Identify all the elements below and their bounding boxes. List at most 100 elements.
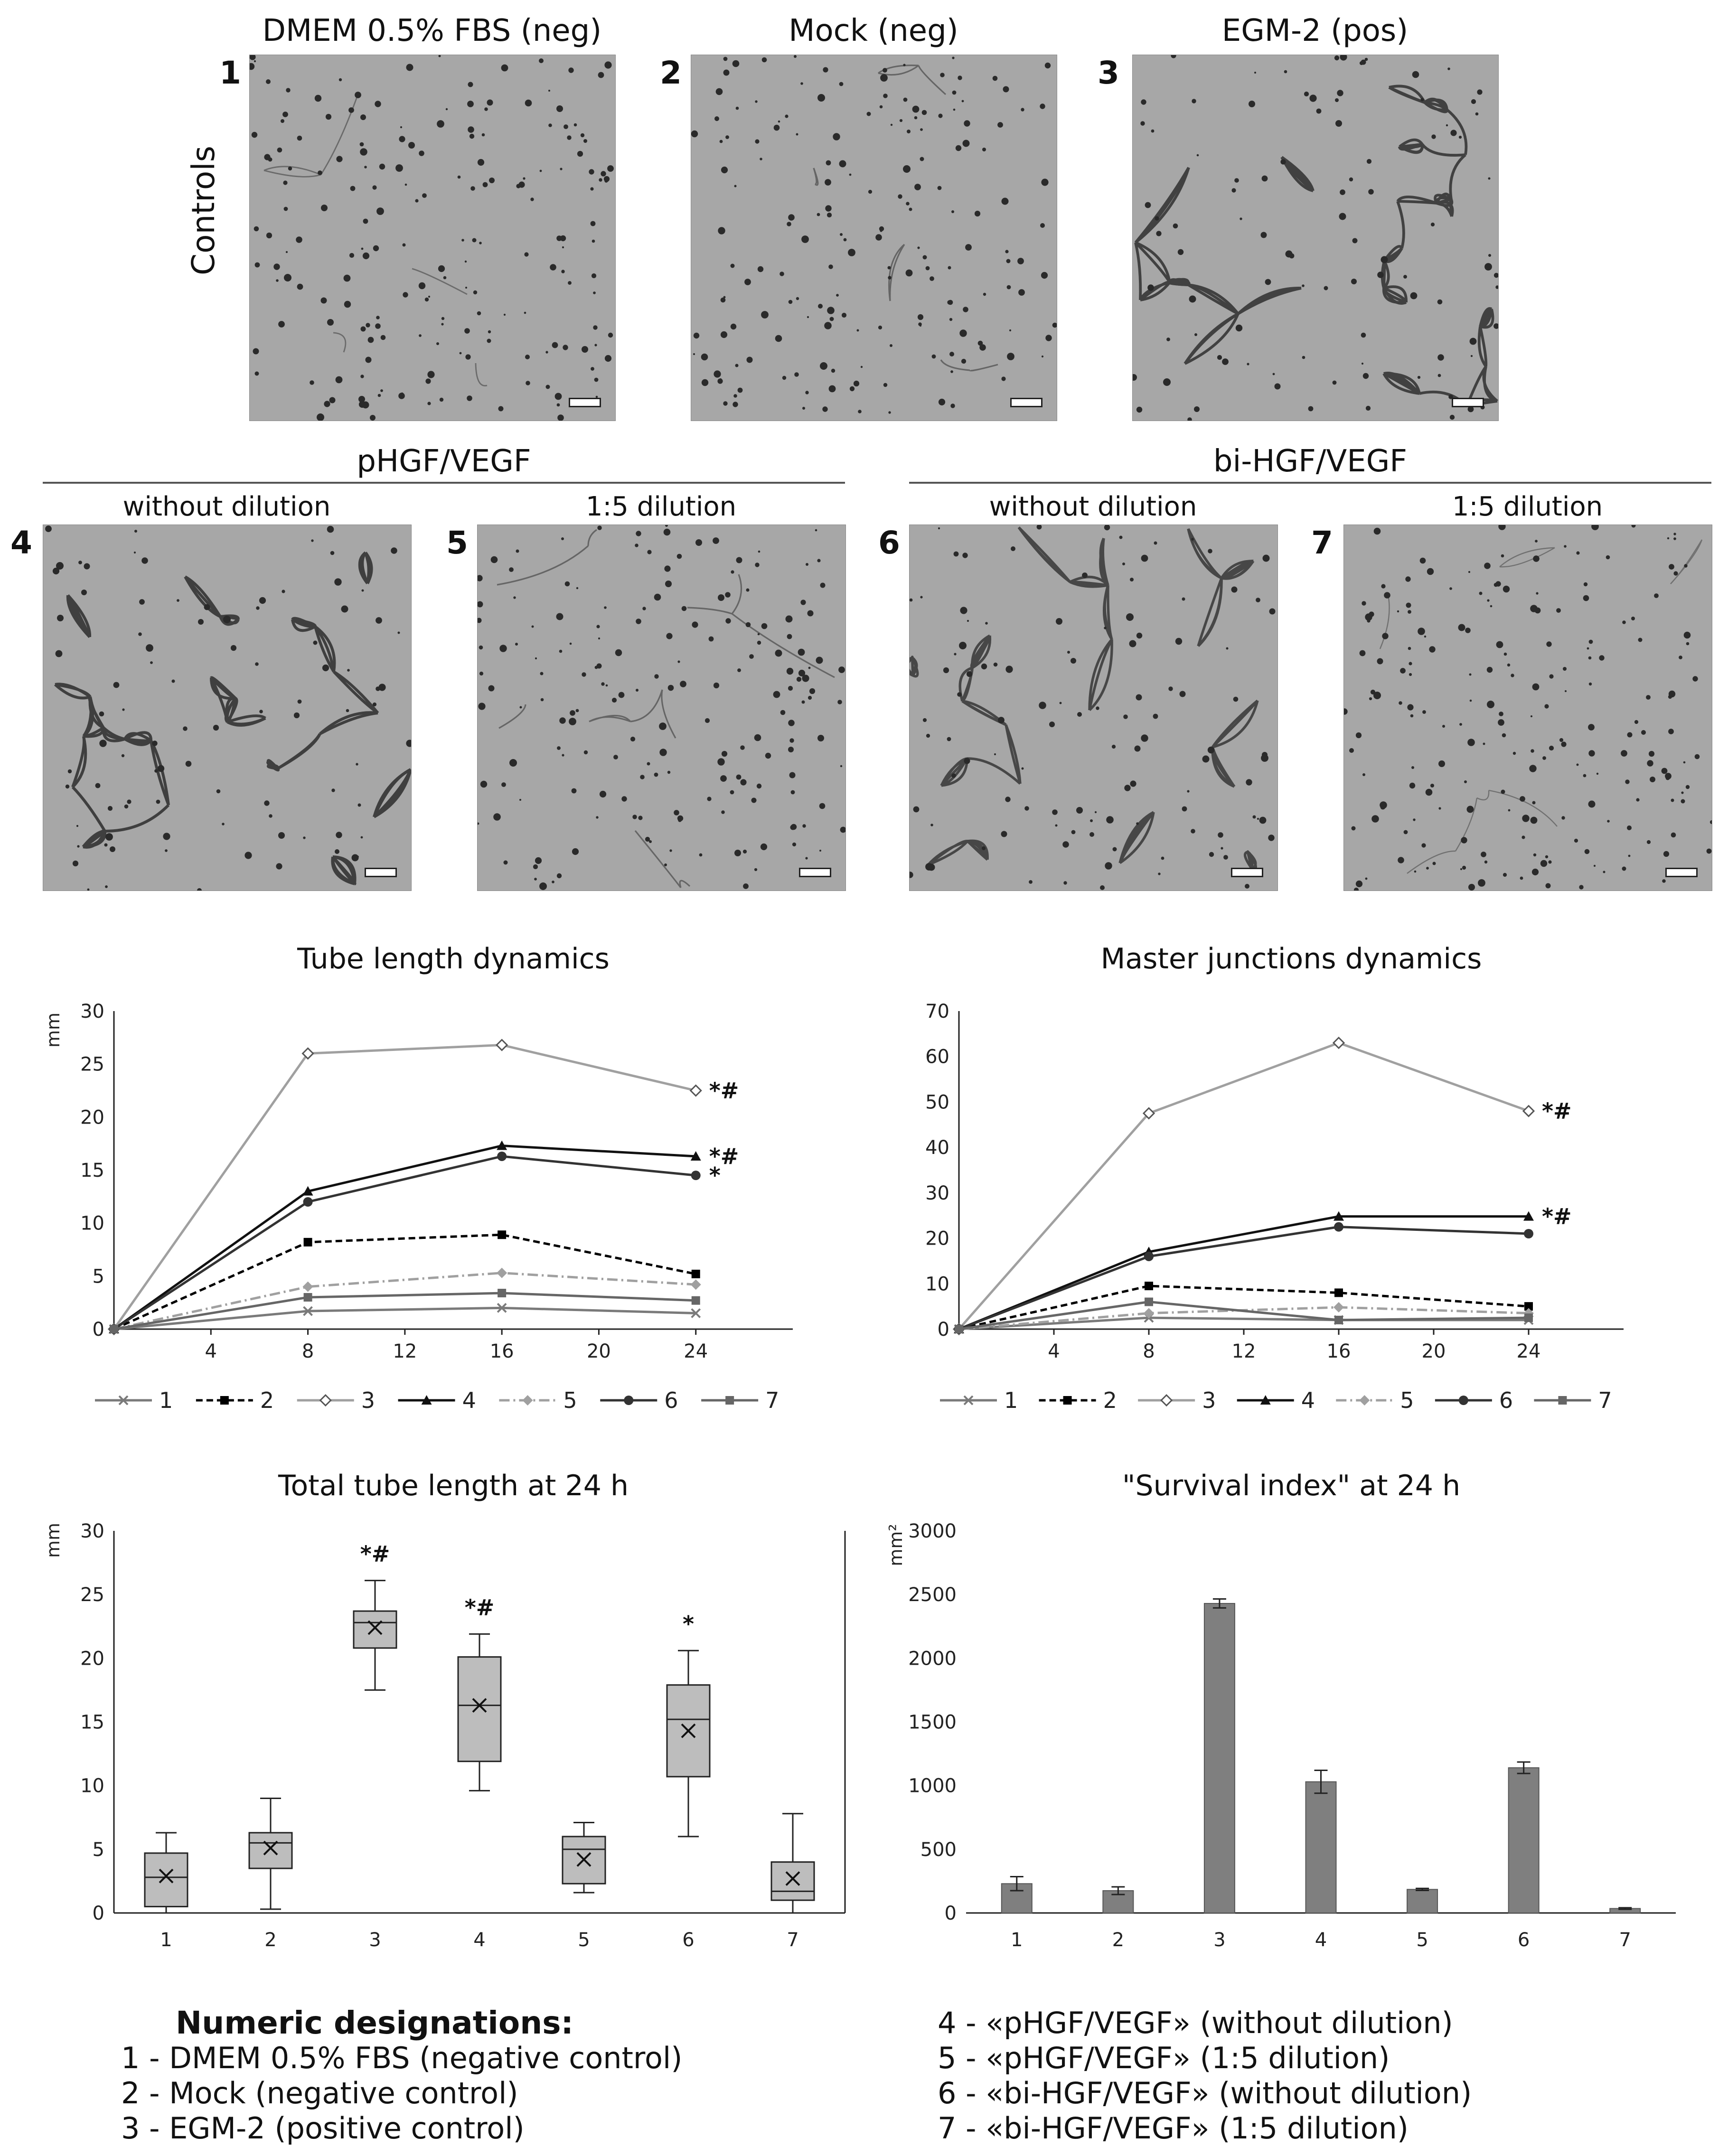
- cell-dot: [1477, 89, 1483, 95]
- cell-dot: [259, 710, 263, 713]
- cell-dot: [375, 101, 381, 107]
- cell-clusters: [910, 525, 1276, 890]
- cell-dot: [1487, 701, 1494, 708]
- tube-segment: [314, 625, 336, 672]
- cell-dot: [254, 262, 260, 268]
- cell-dot: [663, 528, 671, 536]
- cell-dot: [789, 772, 796, 778]
- legend-marker: [1558, 1396, 1567, 1405]
- designation-5: 5 - «pHGF/VEGF» (1:5 dilution): [938, 2041, 1390, 2075]
- cell-dot: [737, 387, 743, 393]
- cell-dot: [1591, 525, 1599, 530]
- cell-dot: [360, 326, 366, 332]
- tube-segment: [1183, 312, 1239, 365]
- cell-dot: [755, 100, 758, 103]
- cell-dot: [920, 128, 923, 131]
- cell-dot: [1382, 633, 1389, 639]
- cell-dot: [479, 671, 484, 676]
- tube-segment: [967, 840, 989, 861]
- cell-dot: [1596, 772, 1599, 775]
- cell-dot: [659, 749, 667, 756]
- scale-bar: [1010, 398, 1042, 407]
- tube-segment: [55, 683, 92, 698]
- scale-bar: [1452, 398, 1484, 407]
- cell-dot: [1533, 555, 1540, 562]
- cell-dot: [564, 581, 570, 587]
- cell-dot: [1442, 725, 1445, 728]
- cell-dot: [467, 395, 472, 401]
- cell-dot: [582, 346, 588, 353]
- tube-segment: [82, 830, 105, 848]
- cell-dot: [761, 311, 769, 319]
- cell-dot: [755, 562, 760, 567]
- tube-segment: [911, 656, 918, 676]
- tube-segment: [1134, 242, 1142, 300]
- cell-dot: [379, 163, 385, 170]
- tube-segment: [210, 676, 237, 700]
- mean-marker: [367, 1620, 383, 1635]
- cell-dot: [1187, 417, 1192, 421]
- cell-dot: [836, 294, 839, 297]
- cell-dot: [556, 873, 562, 879]
- cell-dot: [1365, 877, 1368, 880]
- legend-label: 6: [1499, 1387, 1513, 1413]
- cell-dot: [76, 825, 79, 827]
- scale-bar: [1231, 868, 1263, 877]
- tube-segment: [1184, 313, 1240, 365]
- cell-dot: [950, 403, 955, 408]
- x-tick-label: 4: [1315, 1929, 1327, 1951]
- cell-dot: [441, 323, 444, 326]
- panel-5-number: 5: [446, 525, 468, 561]
- cell-dot: [1459, 723, 1462, 726]
- cell-dot: [1561, 741, 1567, 747]
- cell-dot: [533, 864, 538, 870]
- cell-dot: [1641, 730, 1646, 735]
- cell-dot: [785, 114, 789, 118]
- cell-dot: [77, 845, 80, 848]
- cell-dot: [1245, 884, 1249, 889]
- cell-dot: [940, 73, 945, 77]
- cell-dot: [1449, 587, 1452, 590]
- cell-dot: [1260, 232, 1267, 238]
- cell-dot: [1166, 337, 1170, 341]
- tube-segment: [878, 65, 919, 74]
- y-tick-label: 0: [93, 1319, 104, 1340]
- data-point: [1144, 1251, 1154, 1261]
- cell-dot: [1039, 702, 1046, 709]
- cell-dot: [649, 840, 652, 843]
- cell-dot: [1588, 750, 1595, 757]
- cell-dot: [1272, 373, 1275, 375]
- cell-dot: [311, 539, 314, 542]
- cell-dot: [364, 166, 367, 169]
- cell-dot: [441, 317, 445, 320]
- data-point: [303, 1197, 313, 1207]
- cell-dot: [744, 279, 751, 285]
- bar: [1508, 1767, 1540, 1913]
- cell-dot: [121, 754, 125, 758]
- x-tick-label: 3: [1213, 1929, 1225, 1951]
- cell-dot: [1583, 595, 1589, 601]
- tube-segment: [210, 677, 229, 722]
- series-line-7: [958, 1301, 1529, 1331]
- cell-dot: [1177, 249, 1184, 255]
- y-axis-label: mm: [43, 1012, 64, 1048]
- cell-dot: [632, 815, 637, 819]
- cell-dot: [1196, 154, 1199, 157]
- x-tick-label: 16: [1327, 1340, 1351, 1362]
- cell-dot: [952, 56, 955, 59]
- y-tick-label: 5: [93, 1265, 104, 1287]
- cell-dot: [756, 783, 762, 789]
- cell-dot: [1409, 673, 1412, 676]
- cell-dot: [796, 676, 802, 682]
- cell-dot: [72, 860, 79, 867]
- data-point: [110, 1325, 118, 1333]
- cell-dot: [1475, 112, 1479, 116]
- cell-dot: [998, 717, 1005, 723]
- box-iqr: [457, 1656, 502, 1762]
- cell-dot: [1631, 617, 1635, 620]
- data-point: [497, 1303, 507, 1313]
- tube-segment: [1407, 850, 1456, 874]
- x-tick-label: 24: [684, 1340, 708, 1362]
- cell-dot: [419, 334, 422, 337]
- cell-dot: [1628, 854, 1631, 857]
